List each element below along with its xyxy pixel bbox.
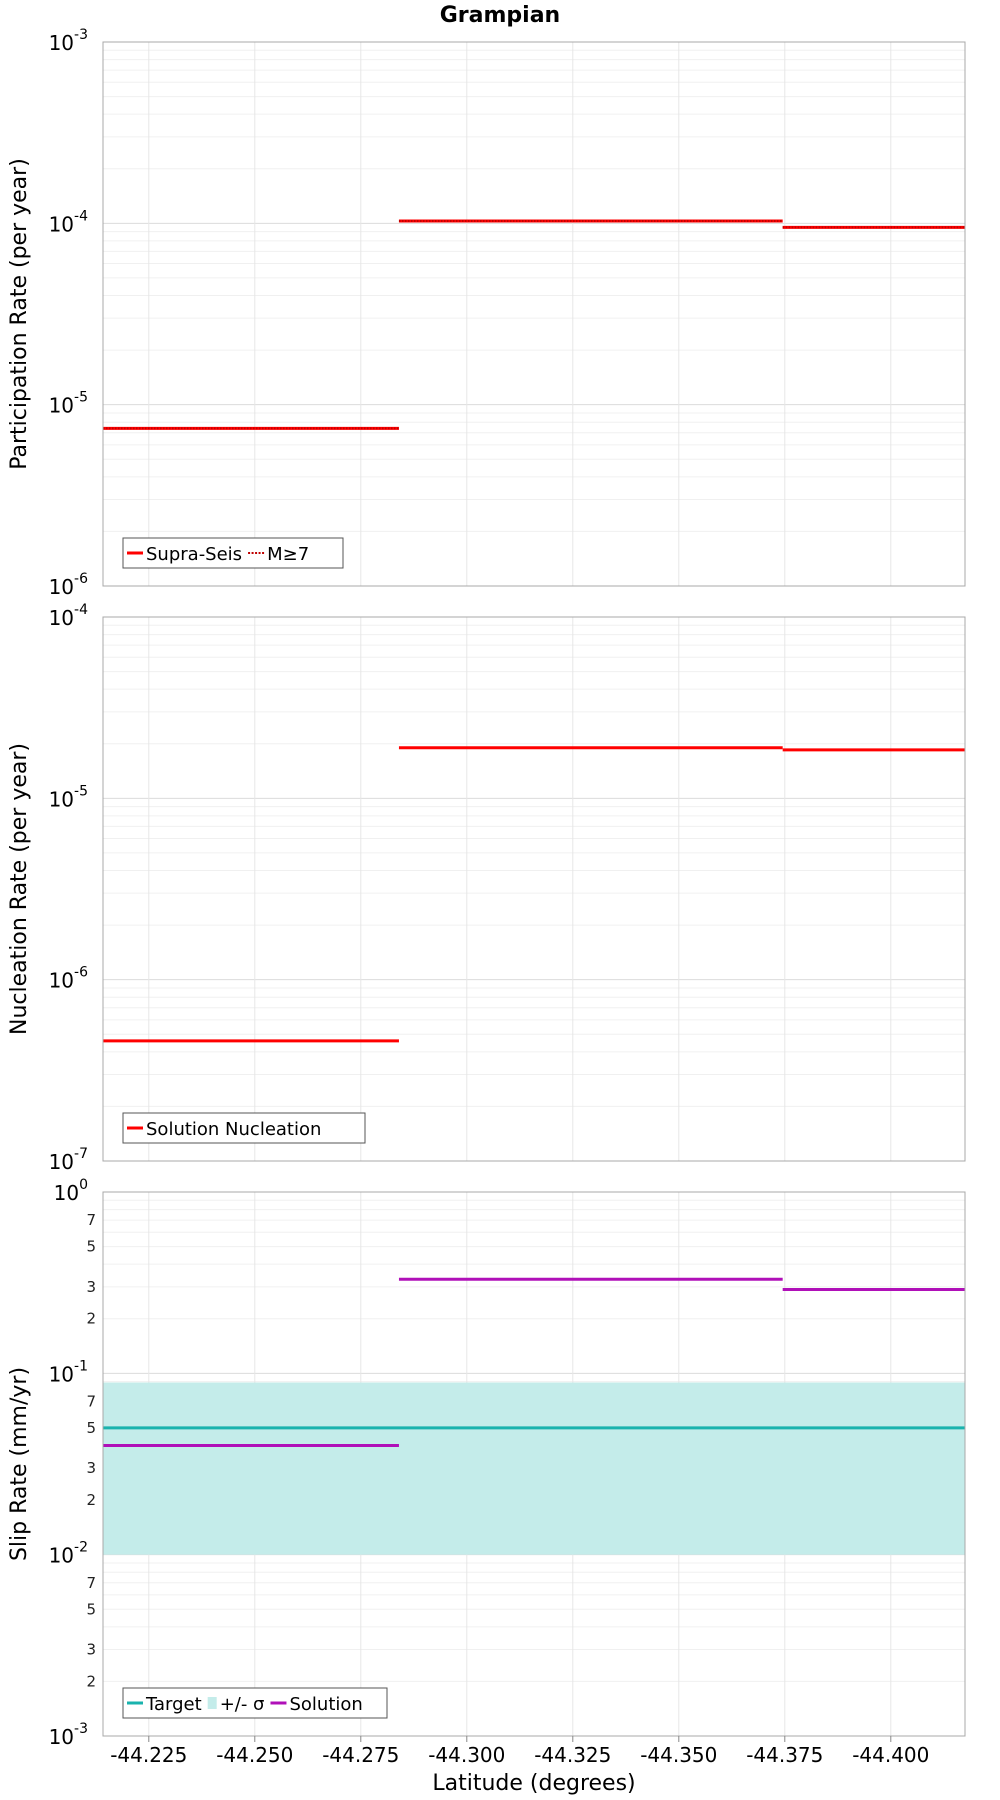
legend-label: Solution [289,1694,362,1715]
y-axis-label: Slip Rate (mm/yr) [7,1367,32,1561]
y-tick-label: 10-3 [49,27,88,55]
legend-label: Supra-Seis [146,544,242,565]
legend-label: +/- σ [220,1694,265,1715]
y-minor-tick-label: 7 [86,1211,96,1229]
y-tick-label: 100 [54,1177,88,1205]
y-tick-label: 10-6 [49,965,89,993]
legend-box [122,537,344,569]
y-tick-label: 10-2 [49,1540,88,1568]
x-tick-label: -44.375 [746,1743,823,1767]
axes-frame [102,1191,966,1737]
axes-frame [102,616,966,1162]
chart-title: Grampian [440,3,560,28]
y-minor-tick-label: 5 [86,1600,96,1618]
y-tick-label: 10-6 [49,571,89,599]
x-tick-label: -44.225 [110,1743,187,1767]
y-minor-tick-label: 2 [86,1310,96,1328]
x-tick-label: -44.400 [852,1743,929,1767]
y-minor-tick-label: 3 [86,1459,96,1477]
y-minor-tick-label: 5 [86,1419,96,1437]
y-minor-tick-label: 2 [86,1491,96,1509]
y-tick-label: 10-1 [49,1358,88,1386]
x-axis-label: Latitude (degrees) [432,1771,635,1796]
legend-label: Target [145,1694,202,1715]
legend-box [122,1112,366,1144]
nucleation-rate-panel: 10-4 10-5 10-6 10-7 Nucleation Rate (per yea… [7,602,966,1174]
slip-rate-panel: 100 10-1 10-2 10-3 7 5 3 2 7 5 3 2 7 5 3 2 Slip Rate (mm… [7,1177,966,1749]
plot-area [103,42,965,586]
x-tick-label: -44.275 [322,1743,399,1767]
y-minor-tick-label: 7 [86,1574,96,1592]
y-minor-tick-label: 2 [86,1672,96,1690]
x-tick-label: -44.300 [428,1743,505,1767]
y-minor-tick-label: 7 [86,1392,96,1410]
legend: Solution Nucleation [122,1112,366,1144]
participation-rate-panel: 10-3 10-4 10-5 10-6 Participation Rate (per … [7,27,966,599]
y-tick-label: 10-3 [49,1721,88,1749]
y-minor-tick-label: 3 [86,1640,96,1658]
x-tick-label: -44.350 [640,1743,717,1767]
y-minor-tick-label: 5 [86,1238,96,1256]
y-tick-label: 10-7 [49,1146,88,1174]
legend-swatch [207,1697,217,1709]
legend-label: M≥7 [267,544,309,565]
y-axis-label: Nucleation Rate (per year) [7,743,32,1035]
x-axis: -44.225 -44.250 -44.275 -44.300 -44.325 -44.3… [110,1736,929,1796]
y-axis-label: Participation Rate (per year) [7,158,32,470]
y-tick-label: 10-5 [49,390,88,418]
plot-area [103,617,965,1161]
legend-label: Solution Nucleation [146,1119,321,1140]
axes-frame [102,41,966,587]
y-tick-label: 10-4 [49,208,89,236]
x-tick-label: -44.250 [216,1743,293,1767]
x-tick-label: -44.325 [534,1743,611,1767]
legend: Supra-Seis M≥7 [122,537,344,569]
y-tick-label: 10-4 [49,602,89,630]
legend: Target +/- σ Solution [122,1687,388,1719]
y-minor-tick-label: 3 [86,1278,96,1296]
sigma-band [103,1382,965,1555]
legend-box [122,1687,388,1719]
y-tick-label: 10-5 [49,783,88,811]
